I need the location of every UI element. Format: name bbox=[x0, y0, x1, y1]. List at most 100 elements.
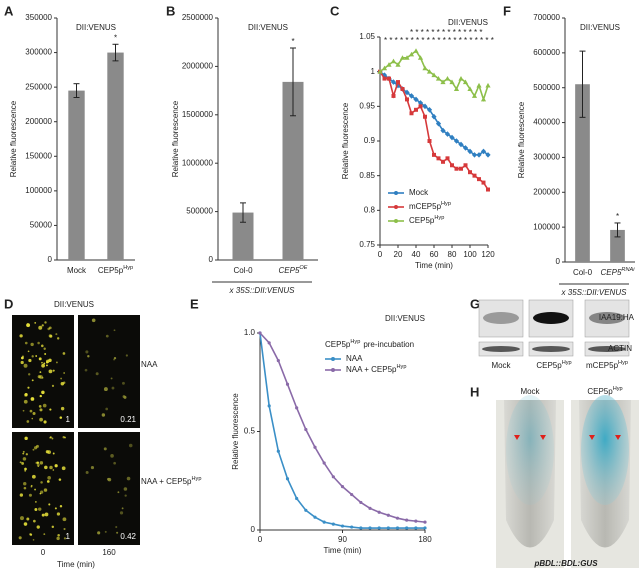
nucleus bbox=[30, 397, 35, 401]
nucleus bbox=[43, 488, 48, 492]
point bbox=[322, 520, 326, 524]
point bbox=[485, 82, 491, 88]
nucleus bbox=[113, 329, 116, 332]
nucleus bbox=[47, 476, 51, 480]
nucleus bbox=[122, 381, 125, 385]
point bbox=[432, 152, 436, 157]
point bbox=[453, 86, 460, 91]
point bbox=[449, 134, 455, 141]
point bbox=[276, 358, 280, 363]
legend-label-sup: Hyp bbox=[396, 364, 406, 370]
nucleus bbox=[103, 447, 107, 451]
point bbox=[414, 526, 418, 530]
point bbox=[426, 107, 433, 113]
annotation: DII:VENUS bbox=[580, 23, 620, 32]
x-tick-label: 180 bbox=[418, 535, 432, 544]
nucleus bbox=[22, 409, 25, 412]
x-axis-label: Time (min) bbox=[57, 560, 95, 569]
legend-label-sup: Hyp bbox=[434, 215, 444, 221]
nucleus bbox=[52, 369, 55, 372]
point bbox=[322, 461, 326, 465]
nucleus bbox=[110, 454, 114, 458]
point bbox=[267, 341, 271, 345]
nucleus bbox=[34, 321, 37, 324]
y-tick-label: 0.8 bbox=[364, 205, 376, 214]
nucleus bbox=[63, 537, 67, 540]
nucleus bbox=[123, 487, 128, 491]
nucleus bbox=[31, 474, 36, 479]
band-label: IAA19:HA bbox=[599, 313, 635, 322]
lane-label-base: mCEP5p bbox=[586, 361, 619, 370]
point bbox=[422, 65, 428, 71]
legend-label: Mock bbox=[409, 188, 429, 197]
nucleus bbox=[49, 465, 53, 470]
y-tick-label: 1500000 bbox=[182, 110, 214, 119]
y-axis-label: Relative fluorescence bbox=[9, 100, 18, 177]
nucleus bbox=[30, 342, 34, 347]
point bbox=[467, 148, 473, 155]
nucleus bbox=[85, 350, 89, 354]
category-label: CEP5RNAi bbox=[601, 267, 636, 277]
y-tick-label: 600000 bbox=[533, 48, 560, 57]
point bbox=[413, 96, 419, 103]
category-label-sup: RNAi bbox=[621, 267, 635, 273]
point bbox=[423, 114, 427, 119]
nucleus bbox=[104, 530, 107, 533]
panel-label: A bbox=[4, 3, 14, 18]
point bbox=[313, 515, 317, 519]
y-axis-label: Relative fluorescence bbox=[171, 100, 180, 177]
nucleus bbox=[63, 381, 66, 384]
point bbox=[331, 522, 335, 526]
intensity-value: 0.42 bbox=[120, 532, 136, 541]
lane-label-sup: Hyp bbox=[562, 360, 572, 366]
nucleus bbox=[26, 517, 30, 521]
nucleus bbox=[22, 457, 27, 461]
nucleus bbox=[28, 493, 32, 497]
nucleus bbox=[19, 461, 22, 464]
nucleus bbox=[41, 363, 45, 368]
band bbox=[589, 312, 625, 324]
nucleus bbox=[32, 411, 36, 416]
nucleus bbox=[59, 504, 63, 508]
point bbox=[386, 513, 390, 517]
point bbox=[405, 518, 409, 522]
significance-row: * * * * * * * * * * * * * * * * * * * * … bbox=[384, 36, 494, 45]
nucleus bbox=[26, 420, 30, 423]
category-label-base: Mock bbox=[67, 266, 87, 275]
point bbox=[304, 427, 308, 432]
lane-label: CEP5pHyp bbox=[587, 386, 622, 396]
x-axis-label: Time (min) bbox=[324, 546, 362, 555]
nucleus bbox=[34, 488, 36, 491]
point bbox=[476, 152, 482, 158]
legend-label-base: CEP5p bbox=[409, 216, 435, 225]
nucleus bbox=[28, 358, 32, 363]
nucleus bbox=[31, 417, 34, 420]
nucleus bbox=[24, 436, 28, 441]
nucleus bbox=[37, 341, 40, 345]
point bbox=[417, 100, 424, 106]
y-tick-label: 50000 bbox=[30, 221, 53, 230]
point bbox=[435, 120, 442, 127]
y-tick-label: 2000000 bbox=[182, 62, 214, 71]
nucleus bbox=[38, 507, 42, 511]
panel-label: D bbox=[4, 296, 13, 311]
arrow bbox=[514, 435, 520, 440]
y-tick-label: 0 bbox=[251, 525, 256, 534]
note-after: pre-incubation bbox=[363, 340, 414, 349]
point bbox=[423, 526, 427, 530]
y-tick-label: 250000 bbox=[25, 82, 52, 91]
nucleus bbox=[34, 508, 38, 511]
point bbox=[450, 163, 454, 168]
point bbox=[377, 69, 383, 74]
nucleus bbox=[28, 373, 31, 376]
nucleus bbox=[41, 513, 45, 517]
lane-label-sup: Hyp bbox=[618, 360, 628, 366]
category-label: Mock bbox=[67, 266, 87, 275]
category-label: Col-0 bbox=[233, 266, 253, 275]
band bbox=[483, 312, 519, 324]
nucleus bbox=[23, 481, 27, 486]
nucleus bbox=[39, 461, 44, 465]
point bbox=[377, 510, 381, 514]
intensity-value: 0.21 bbox=[120, 415, 136, 424]
